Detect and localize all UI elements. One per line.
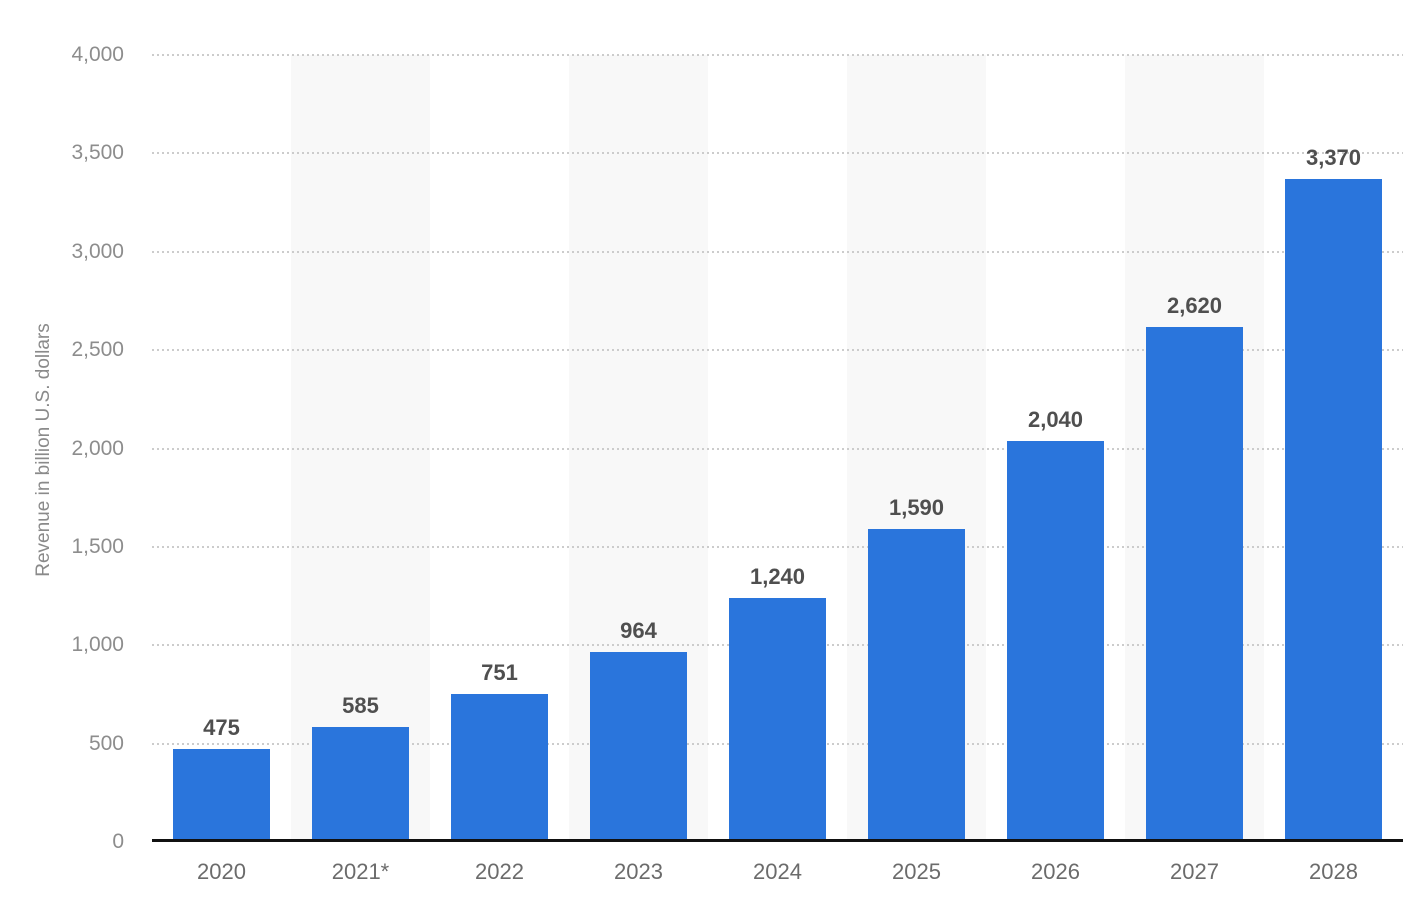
bar-2025[interactable]: [868, 529, 965, 842]
bar-2024[interactable]: [729, 598, 826, 842]
x-axis-line: [152, 839, 1403, 842]
bar-2021[interactable]: [312, 726, 409, 842]
y-tick-label: 2,000: [71, 436, 124, 460]
bar-value-label: 2,040: [1027, 406, 1084, 432]
x-tick-label: 2027: [1170, 859, 1219, 884]
y-tick-label: 500: [88, 731, 124, 755]
bar-2028[interactable]: [1285, 178, 1382, 842]
gridline: [152, 250, 1403, 253]
y-tick-label: 3,000: [71, 239, 124, 263]
x-tick-label: 2028: [1309, 859, 1358, 884]
bar-value-label: 475: [203, 714, 240, 740]
bar-value-label: 3,370: [1305, 144, 1362, 170]
x-tick-label: 2021*: [331, 859, 390, 884]
bar-value-label: 1,240: [749, 564, 806, 590]
gridline: [152, 349, 1403, 352]
y-tick-label: 2,500: [71, 338, 124, 362]
bar-2023[interactable]: [590, 652, 687, 842]
y-tick-label: 1,000: [71, 633, 124, 657]
bar-2020[interactable]: [173, 748, 270, 842]
x-tick-label: 2023: [614, 859, 663, 884]
x-tick-label: 2026: [1031, 859, 1080, 884]
x-axis-tick-labels: 2020 2021* 2022 2023 2024 2025 2026 2027 2028: [152, 858, 1403, 888]
x-tick-label: 2025: [892, 859, 941, 884]
plot-area: 475 585 751 964 1,240 1,590 2,040 2,620 3,370: [152, 54, 1403, 842]
bar-value-label: 2,620: [1166, 292, 1223, 318]
gridline: [152, 152, 1403, 155]
y-tick-label: 4,000: [71, 43, 124, 66]
bar-2027[interactable]: [1146, 326, 1243, 842]
gridline: [152, 54, 1403, 56]
bar-value-label: 1,590: [888, 495, 945, 521]
bar-value-label: 964: [620, 618, 657, 644]
bar-value-label: 585: [342, 692, 379, 718]
x-tick-label: 2024: [753, 859, 802, 884]
bar-2022[interactable]: [451, 694, 548, 842]
x-tick-label: 2020: [197, 859, 246, 884]
x-tick-label: 2022: [475, 859, 524, 884]
bar-2026[interactable]: [1007, 440, 1104, 842]
bar-value-label: 751: [481, 660, 518, 686]
y-tick-label: 1,500: [71, 534, 124, 558]
gridline: [152, 545, 1403, 548]
y-tick-label: 3,500: [71, 141, 124, 165]
gridline: [152, 447, 1403, 450]
y-tick-label: 0: [112, 830, 124, 853]
y-axis-tick-labels: 4,000 3,500 3,000 2,500 2,000 1,500 1,000 500 0: [0, 43, 124, 853]
